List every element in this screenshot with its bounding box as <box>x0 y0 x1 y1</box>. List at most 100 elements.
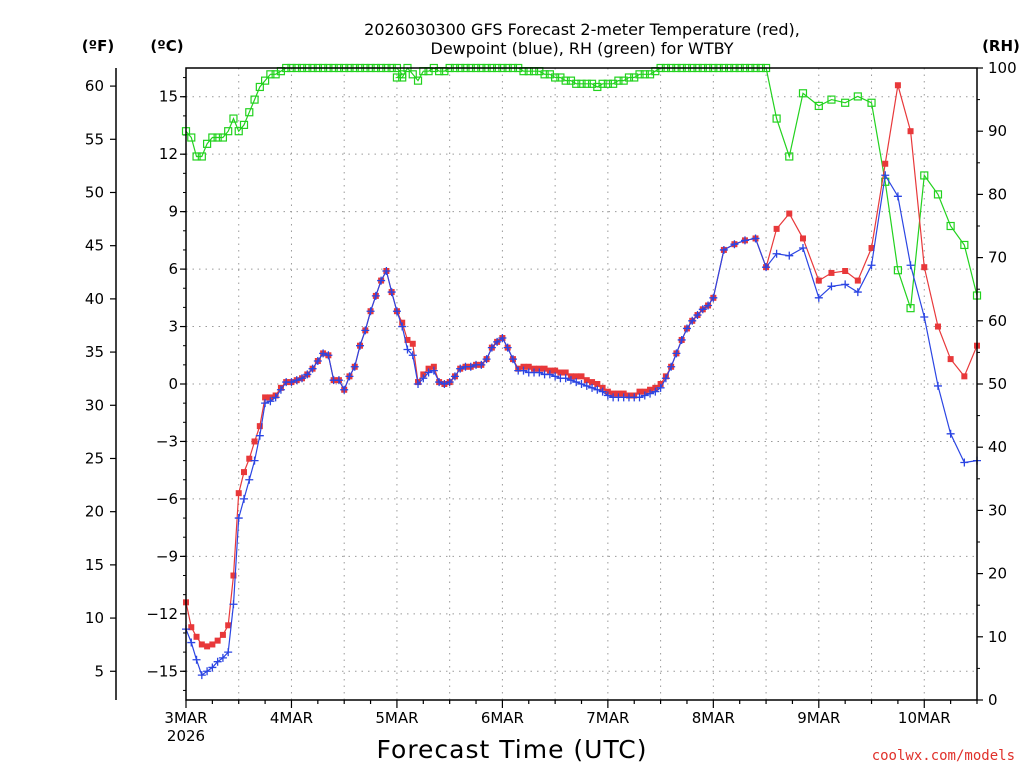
fahrenheit-tick-label: 35 <box>85 343 104 361</box>
fahrenheit-unit-label: (ºF) <box>82 37 114 55</box>
dewpoint-point <box>493 337 502 346</box>
dewpoint-point <box>487 343 496 352</box>
dewpoint-point <box>551 372 560 381</box>
relative-humidity-point <box>841 98 850 107</box>
celsius-unit-label: (ºC) <box>150 37 183 55</box>
2-meter-temperature-point <box>409 340 416 347</box>
dewpoint-point <box>867 261 876 270</box>
dewpoint-point <box>240 494 249 503</box>
dewpoint-point <box>224 648 233 657</box>
relative-humidity-point <box>635 70 644 79</box>
dewpoint-point <box>667 362 676 371</box>
dewpoint-point <box>424 368 433 377</box>
dewpoint-point <box>772 249 781 258</box>
relative-humidity-point <box>893 266 903 275</box>
dewpoint-point <box>704 301 713 310</box>
chart-title-line-1: 2026030300 GFS Forecast 2-meter Temperat… <box>364 20 800 39</box>
dewpoint-point <box>698 305 707 314</box>
relative-humidity-point <box>218 133 228 142</box>
relative-humidity-point <box>551 73 560 82</box>
dewpoint-point <box>382 267 391 276</box>
fahrenheit-tick-label: 55 <box>85 130 104 148</box>
rh-tick-label: 40 <box>988 438 1007 456</box>
dewpoint-point <box>250 456 259 465</box>
dewpoint-point <box>646 389 655 398</box>
relative-humidity-point <box>960 240 969 250</box>
dewpoint-point <box>456 364 465 373</box>
celsius-tick-label: −9 <box>156 547 178 565</box>
dewpoint-point <box>377 276 386 285</box>
dewpoint-point <box>946 429 955 438</box>
fahrenheit-tick-label: 20 <box>85 503 104 521</box>
dewpoint-point <box>693 311 702 320</box>
dewpoint-point <box>651 387 660 396</box>
relative-humidity-point <box>192 152 201 161</box>
dewpoint-point <box>477 360 486 369</box>
celsius-tick-label: −6 <box>156 490 178 508</box>
fahrenheit-tick-label: 10 <box>85 609 104 627</box>
dewpoint-point <box>827 282 836 291</box>
relative-humidity-point <box>561 76 570 85</box>
celsius-tick-label: 6 <box>168 260 178 278</box>
relative-humidity-point <box>772 114 781 123</box>
2-meter-temperature-point <box>404 336 411 343</box>
celsius-tick-label: −15 <box>146 662 178 680</box>
dewpoint-point <box>187 638 196 647</box>
dewpoint-point <box>682 324 691 333</box>
rh-tick-label: 0 <box>988 691 998 709</box>
dewpoint-point <box>881 171 890 180</box>
dewpoint-point <box>387 288 396 297</box>
dewpoint-point <box>192 655 201 664</box>
dewpoint-point <box>287 378 296 387</box>
2-meter-temperature-point <box>842 268 849 275</box>
dewpoint-point <box>203 667 212 676</box>
rh-tick-label: 20 <box>988 565 1007 583</box>
x-tick-label: 10MAR <box>898 709 951 727</box>
dewpoint-point <box>709 293 718 302</box>
dewpoint-point <box>920 312 929 321</box>
dewpoint-point <box>603 391 612 400</box>
dewpoint-point <box>350 362 359 371</box>
2-meter-temperature-point <box>262 394 269 401</box>
dewpoint-point <box>906 261 915 270</box>
dewpoint-point <box>429 366 438 375</box>
2-meter-temperature-point <box>219 631 226 638</box>
relative-humidity-point <box>208 133 217 142</box>
rh-tick-label: 30 <box>988 501 1007 519</box>
fahrenheit-tick-label: 25 <box>85 449 104 467</box>
x-tick-label: 6MAR <box>481 709 524 727</box>
dewpoint-point <box>345 372 354 381</box>
2-meter-temperature-point <box>541 365 548 372</box>
plot-frame <box>185 67 978 701</box>
2-meter-temperature-point <box>636 388 643 395</box>
2-meter-temperature-point <box>589 379 596 386</box>
dewpoint-point <box>356 341 365 350</box>
dewpoint-point <box>298 374 307 383</box>
dewpoint-point <box>234 514 243 523</box>
celsius-tick-label: −3 <box>156 432 178 450</box>
dewpoint-point <box>208 663 217 672</box>
2-meter-temperature-point <box>799 235 806 242</box>
2-meter-temperature-point <box>235 490 242 497</box>
dewpoint-point <box>598 387 607 396</box>
dewpoint-point <box>719 245 728 254</box>
dewpoint-point <box>545 370 554 379</box>
relative-humidity-point <box>614 76 623 85</box>
x-tick-label: 5MAR <box>375 709 418 727</box>
dewpoint-point <box>482 355 491 364</box>
dewpoint-point <box>319 349 328 358</box>
dewpoint-point <box>466 362 475 371</box>
relative-humidity-point <box>867 98 876 107</box>
2-meter-temperature-point <box>209 641 216 648</box>
relative-humidity-point <box>933 190 943 199</box>
dewpoint-point <box>508 355 517 364</box>
x-tick-label: 4MAR <box>270 709 313 727</box>
relative-humidity-point <box>239 120 249 129</box>
dewpoint-point <box>672 349 681 358</box>
dewpoint-point <box>403 345 412 354</box>
2-meter-temperature-point <box>868 245 875 252</box>
celsius-tick-label: 9 <box>168 203 178 221</box>
fahrenheit-tick-label: 5 <box>94 662 104 680</box>
relative-humidity-point <box>582 79 591 88</box>
fahrenheit-tick-label: 40 <box>85 290 104 308</box>
